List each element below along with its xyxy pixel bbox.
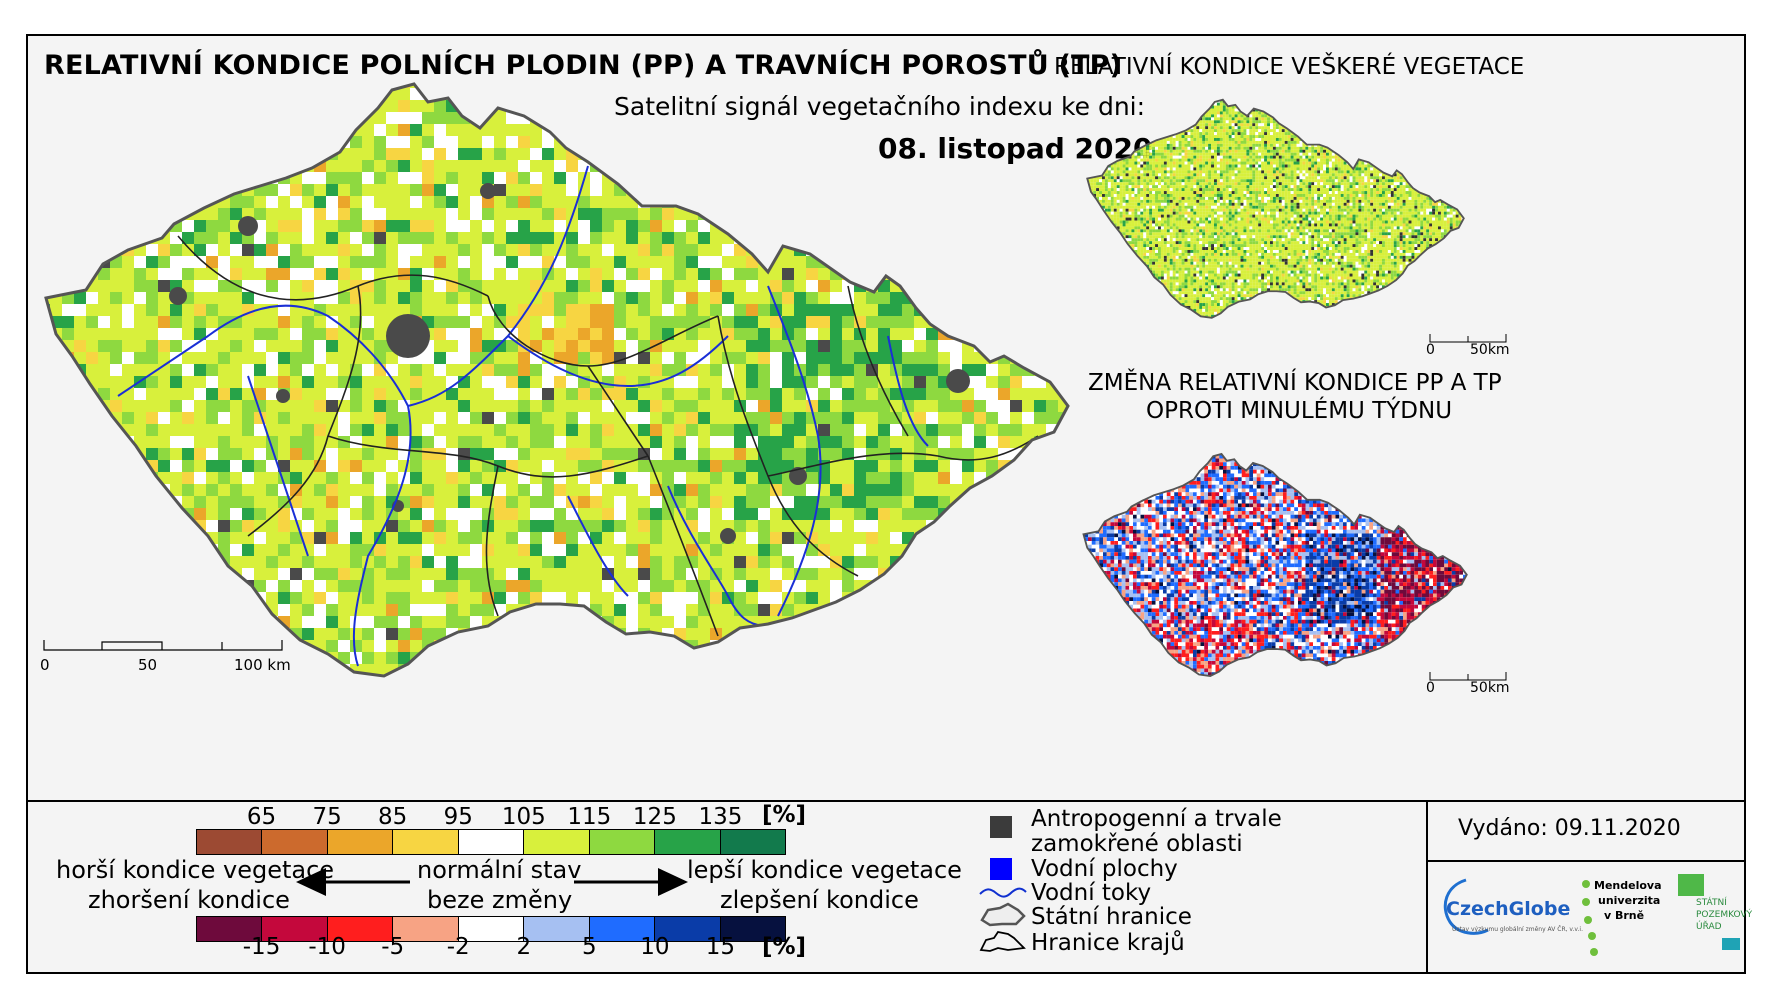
main-map	[44, 82, 1070, 678]
anthropogenic-label-1: Antropogenní a trvale	[1031, 806, 1282, 832]
spu-name-3: ÚŘAD	[1696, 922, 1722, 932]
normal-label-1: normální stav	[417, 856, 581, 884]
change-swatch-3	[393, 917, 459, 941]
change-tick-label: 2	[516, 934, 531, 960]
change-tick-label: 5	[582, 934, 597, 960]
condition-tick-label: 85	[378, 804, 407, 830]
inset-top-scale-0: 0	[1426, 342, 1435, 358]
change-swatch-7	[655, 917, 721, 941]
change-tick-label: 15	[706, 934, 735, 960]
inset-bottom-scale-50: 50km	[1470, 680, 1510, 696]
inset-bottom-title-2: OPROTI MINULÉMU TÝDNU	[1146, 398, 1452, 424]
main-scalebar	[43, 640, 283, 651]
condition-tick-label: 125	[633, 804, 677, 830]
mendel-name-3: v Brně	[1604, 909, 1644, 922]
inset-bottom-scale-0: 0	[1426, 680, 1435, 696]
mendel-name-2: univerzita	[1598, 894, 1660, 907]
state-border-label: Státní hranice	[1031, 904, 1192, 930]
condition-swatch-5	[524, 830, 590, 854]
issued-date: Vydáno: 09.11.2020	[1458, 816, 1681, 841]
condition-tick-label: 65	[247, 804, 276, 830]
mendel-logo	[1582, 880, 1598, 956]
water-body-swatch	[990, 858, 1012, 880]
region-border-icon	[979, 930, 1026, 952]
river-icon	[979, 887, 1027, 898]
condition-swatch-6	[589, 830, 656, 854]
condition-tick-label: 75	[312, 804, 341, 830]
condition-swatch-2	[327, 830, 394, 854]
change-color-bar	[196, 916, 786, 942]
change-swatch-4	[458, 917, 525, 941]
better-label-1: lepší kondice vegetace	[687, 856, 962, 884]
change-swatch-0	[197, 917, 263, 941]
spu-name-2: POZEMKOVÝ	[1696, 910, 1752, 920]
condition-tick-label: 105	[502, 804, 546, 830]
main-scale-label-0: 0	[40, 656, 50, 674]
condition-tick-label: 135	[698, 804, 742, 830]
condition-tick-label: 95	[444, 804, 473, 830]
change-unit: [%]	[762, 934, 806, 960]
main-title: RELATIVNÍ KONDICE POLNÍCH PLODIN (PP) A …	[44, 50, 1122, 81]
inset-top-scalebar	[1429, 334, 1507, 343]
change-tick-label: 10	[640, 934, 669, 960]
condition-swatch-7	[655, 830, 721, 854]
main-date: 08. listopad 2020	[878, 132, 1153, 165]
spu-name-1: STÁTNÍ	[1696, 898, 1727, 908]
change-tick-label: -10	[308, 934, 346, 960]
main-subtitle: Satelitní signál vegetačního indexu ke d…	[614, 92, 1145, 121]
inset-bottom-scalebar	[1429, 672, 1507, 681]
main-scale-label-100: 100 km	[234, 656, 291, 674]
state-border-icon	[980, 902, 1026, 927]
inset-top-map	[1086, 98, 1465, 319]
czechglobe-logo	[1443, 878, 1489, 935]
legend-vertical-divider	[1426, 800, 1428, 974]
spu-logo-bar	[1722, 938, 1740, 950]
inset-bottom-title-1: ZMĚNA RELATIVNÍ KONDICE PP A TP	[1088, 370, 1502, 396]
arrow-right-icon	[574, 868, 688, 896]
spu-logo-mark	[1678, 874, 1704, 896]
change-swatch-2	[327, 917, 394, 941]
worse-label-1: horší kondice vegetace	[56, 856, 334, 884]
change-tick-label: -5	[381, 934, 404, 960]
inset-bottom-map	[1082, 453, 1468, 677]
main-scale-label-50: 50	[138, 656, 157, 674]
water-body-label: Vodní plochy	[1031, 856, 1178, 882]
better-label-2: zlepšení kondice	[720, 886, 919, 914]
czechglobe-name: CzechGlobe	[1446, 898, 1570, 920]
arrow-left-icon	[296, 868, 410, 896]
condition-swatch-8	[720, 830, 785, 854]
condition-unit: [%]	[762, 802, 806, 828]
inset-top-scale-50: 50km	[1470, 342, 1510, 358]
anthropogenic-swatch	[990, 816, 1012, 838]
region-border-label: Hranice krajů	[1031, 930, 1185, 956]
change-tick-label: -15	[243, 934, 281, 960]
normal-label-2: beze změny	[427, 886, 572, 914]
condition-tick-label: 115	[567, 804, 611, 830]
change-swatch-8	[720, 917, 785, 941]
czechglobe-subtitle: Ústav výzkumu globální změny AV ČR, v.v.…	[1452, 926, 1583, 933]
condition-color-bar	[196, 829, 786, 855]
change-swatch-5	[524, 917, 590, 941]
condition-swatch-0	[197, 830, 263, 854]
change-swatch-6	[589, 917, 656, 941]
inset-top-title: RELATIVNÍ KONDICE VEŠKERÉ VEGETACE	[1054, 54, 1524, 80]
change-tick-label: -2	[447, 934, 470, 960]
river-label: Vodní toky	[1031, 880, 1151, 906]
legend-horizontal-divider	[1426, 860, 1746, 862]
anthropogenic-label-2: zamokřené oblasti	[1031, 831, 1243, 857]
change-swatch-1	[262, 917, 328, 941]
condition-swatch-1	[262, 830, 328, 854]
legend-divider	[28, 800, 1744, 802]
map-sheet: RELATIVNÍ KONDICE POLNÍCH PLODIN (PP) A …	[26, 34, 1752, 974]
condition-swatch-4	[458, 830, 525, 854]
worse-label-2: zhoršení kondice	[88, 886, 290, 914]
mendel-name-1: Mendelova	[1594, 879, 1662, 892]
condition-swatch-3	[393, 830, 459, 854]
